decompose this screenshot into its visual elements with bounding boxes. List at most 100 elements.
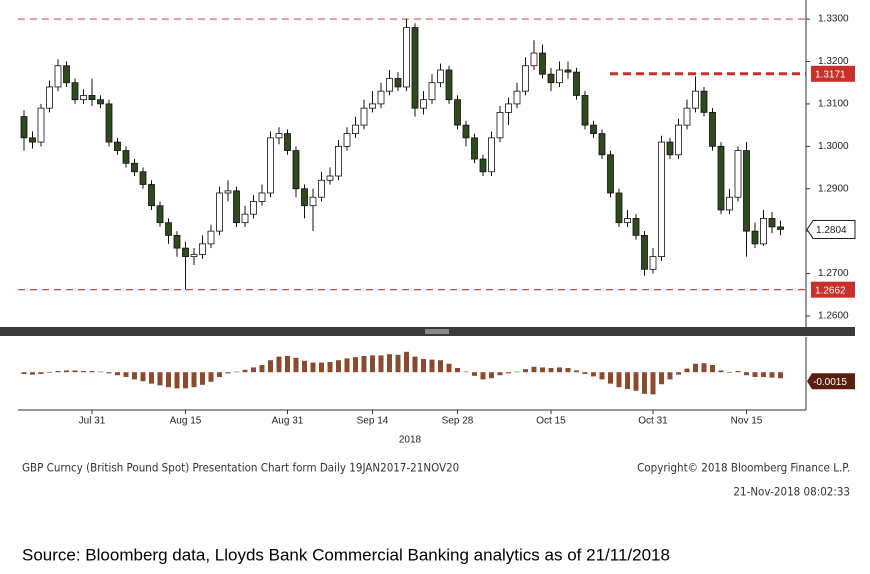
histogram-bar (183, 372, 188, 389)
x-tick-label: Aug 31 (272, 416, 304, 427)
histogram-bar (497, 372, 503, 376)
x-tick-label: Jul 31 (79, 416, 106, 427)
histogram-bar (361, 356, 367, 373)
histogram-bar (106, 372, 112, 374)
candle-body (683, 107, 691, 126)
histogram-bar (344, 358, 350, 373)
candle-body (267, 137, 274, 194)
histogram-bar (268, 360, 273, 373)
candle-body (386, 78, 393, 92)
candle-body (173, 234, 181, 249)
candle-body (258, 192, 266, 202)
histogram-bar (574, 370, 579, 373)
histogram-bar (548, 368, 554, 373)
histogram-bar (276, 356, 282, 373)
histogram-bar (47, 372, 52, 373)
candle-body (479, 158, 487, 173)
candle-body (216, 192, 223, 232)
candle-body (63, 65, 70, 84)
histogram-bar (735, 371, 741, 373)
candle-body (394, 78, 402, 88)
histogram-bar (438, 360, 443, 373)
histogram-bar (55, 371, 61, 373)
candle-body (250, 201, 257, 215)
candle-body (241, 213, 249, 224)
histogram-bar (191, 372, 197, 388)
candle-body (20, 116, 28, 139)
histogram-bar (761, 372, 766, 377)
candle-body (666, 141, 674, 156)
candle-body (37, 107, 45, 143)
histogram-bar (650, 372, 656, 395)
y-tick-label: 1.3100 (818, 99, 849, 110)
histogram-bar (599, 372, 605, 380)
x-tick-label: Nov 15 (731, 416, 763, 427)
histogram-bar (98, 371, 103, 373)
candle-body (488, 137, 495, 173)
histogram-bar (659, 372, 664, 385)
histogram-bar (684, 368, 690, 373)
candle-body (335, 145, 342, 177)
histogram-bar (701, 363, 707, 373)
candle-body (233, 190, 240, 224)
candle-body (556, 69, 563, 84)
candle-body (598, 133, 606, 156)
candle-body (530, 52, 538, 67)
candle-body (207, 230, 215, 245)
histogram-bar (234, 371, 239, 373)
histogram-bar (30, 372, 35, 375)
candle-body (369, 103, 376, 109)
candle-body (624, 218, 631, 224)
histogram-bar (404, 351, 409, 373)
candle-body (343, 133, 351, 147)
footer-timestamp: 21-Nov-2018 08:02:33 (733, 485, 850, 499)
histogram-bar (217, 372, 222, 377)
histogram-bar (140, 372, 146, 382)
candle-body (607, 154, 614, 194)
candle-body (454, 99, 461, 126)
histogram-bar (370, 355, 375, 373)
histogram-bar (727, 372, 732, 373)
histogram-bar (565, 368, 571, 373)
histogram-bar (718, 370, 724, 373)
x-tick-label: Sep 28 (442, 416, 474, 427)
candle-body (726, 196, 733, 211)
histogram-bar (531, 366, 537, 373)
histogram-bar (752, 372, 758, 377)
candle-body (522, 65, 529, 92)
candle-body (114, 141, 121, 151)
histogram-bar (336, 360, 341, 373)
y-tick-label: 1.2700 (818, 268, 849, 279)
histogram-bar (557, 367, 562, 373)
histogram-bar (429, 359, 435, 373)
histogram-bar (591, 372, 596, 377)
histogram-bar (174, 372, 180, 389)
candle-body (462, 124, 470, 139)
histogram-bar (310, 362, 316, 373)
candle-body (182, 247, 189, 257)
histogram-bar (157, 372, 163, 386)
histogram-bar (489, 372, 494, 379)
histogram-bar (608, 372, 613, 384)
histogram-bar (132, 372, 137, 380)
candle-body (496, 111, 504, 139)
candle-body (615, 192, 623, 224)
candle-body (148, 184, 155, 207)
histogram-bar (259, 365, 265, 373)
histogram-bar (506, 372, 511, 374)
histogram-bar (225, 372, 231, 374)
divider-grip (425, 329, 449, 334)
y-tick-label: 1.3300 (818, 14, 849, 25)
candle-body (743, 150, 750, 232)
candle-body (428, 82, 436, 101)
candle-body (105, 103, 113, 143)
histogram-bar (446, 363, 452, 373)
histogram-bar (319, 362, 324, 373)
histogram-bar (693, 363, 698, 373)
candle-body (131, 162, 138, 173)
histogram-bar (242, 369, 248, 373)
candle-body (649, 256, 657, 270)
candle-body (97, 99, 104, 105)
